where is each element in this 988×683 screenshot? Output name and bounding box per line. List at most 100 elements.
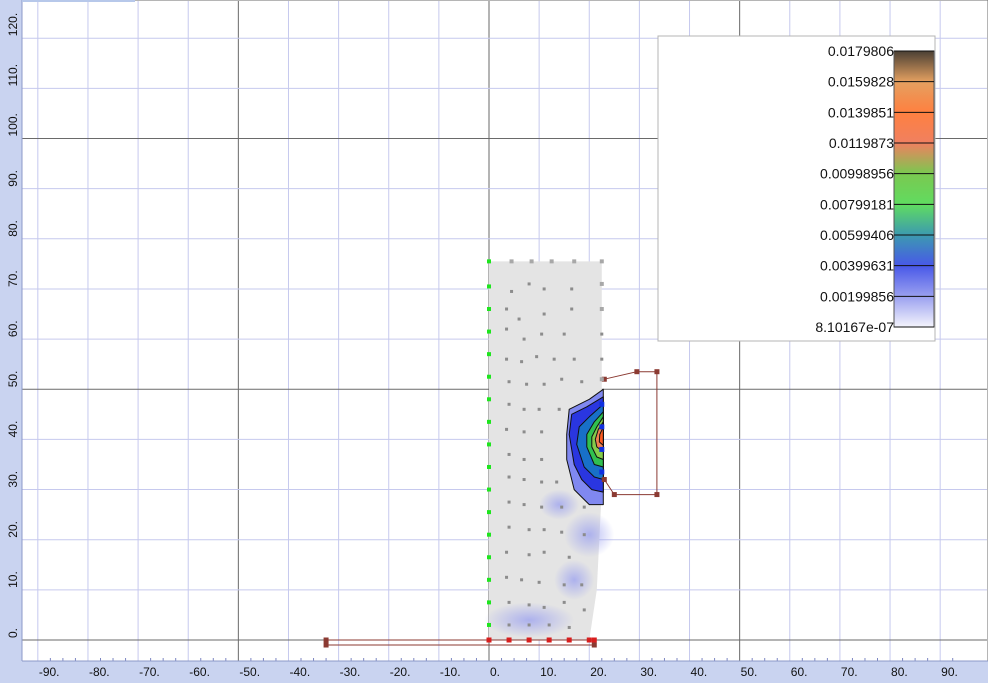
boundary-node [509, 259, 514, 264]
legend-level-label: 0.0119873 [829, 135, 894, 151]
mesh-node [582, 533, 586, 537]
mesh-node [562, 332, 566, 336]
contour-band [598, 426, 604, 446]
x-tick-label: -90. [39, 665, 60, 679]
fixed-boundary-node [487, 352, 491, 357]
mesh-node [562, 600, 566, 604]
mesh-node [505, 327, 509, 331]
electrode [486, 637, 492, 643]
mesh-node [510, 289, 514, 293]
x-tick-label: 30. [640, 665, 657, 679]
source-node [599, 469, 605, 475]
bottom-electrodes [323, 637, 597, 648]
electrode [591, 637, 597, 643]
outline-vertex [634, 369, 640, 375]
mesh-node [522, 337, 526, 341]
y-tick-label: 70. [6, 270, 20, 287]
electrode [586, 637, 592, 643]
electrode [546, 637, 552, 643]
mesh-node [582, 505, 586, 509]
mesh-node [507, 475, 511, 479]
x-tick-label: -30. [340, 665, 361, 679]
contours [566, 388, 604, 506]
mesh-node [542, 605, 546, 609]
mesh-node [522, 430, 526, 434]
legend-box [657, 35, 936, 342]
electrode [526, 637, 532, 643]
faint-region [554, 559, 595, 600]
y-tick-label: 20. [6, 521, 20, 538]
mesh-node [540, 332, 544, 336]
y-tick-label: 90. [6, 170, 20, 187]
mesh-node [540, 480, 544, 484]
fixed-boundary-node [487, 259, 491, 264]
mesh-node [522, 457, 526, 461]
x-tick-label: 80. [891, 665, 908, 679]
y-tick-label: 120. [6, 13, 20, 36]
mesh-node [570, 307, 574, 311]
mesh-node [535, 355, 539, 359]
electrode [506, 637, 512, 643]
y-tick-label: 110. [6, 64, 20, 86]
mesh-node [522, 407, 526, 411]
mesh-node [527, 603, 531, 607]
source-node [599, 424, 605, 430]
fixed-boundary-node [487, 374, 491, 379]
bar-vertex [323, 642, 329, 648]
mesh-node [507, 500, 511, 504]
fixed-boundary-node [487, 464, 491, 469]
legend-level-label: 0.0159828 [828, 74, 894, 90]
mesh-node [542, 382, 546, 386]
mesh-node [527, 528, 531, 532]
mesh-node [557, 407, 561, 411]
mesh-node [570, 287, 574, 291]
boundary-node [599, 259, 604, 264]
mesh-node [537, 407, 541, 411]
x-tick-label: 50. [741, 665, 758, 679]
legend-level-label: 0.00399631 [820, 258, 894, 274]
legend-level-label: 0.00599406 [820, 227, 894, 243]
boundary-node [599, 281, 604, 286]
boundary-node [599, 307, 604, 312]
y-tick-label: 100. [6, 113, 20, 136]
x-tick-label: 20. [590, 665, 607, 679]
mesh-node [600, 332, 604, 336]
outline-vertex [654, 369, 660, 375]
outline-vertex [601, 477, 607, 483]
x-axis-bar [0, 661, 988, 683]
mesh-node [542, 312, 546, 316]
faint-regions [483, 489, 615, 638]
boundary-node [572, 259, 577, 264]
fixed-boundary-node [487, 532, 491, 537]
mesh-node [505, 575, 509, 579]
mesh-node [560, 505, 564, 509]
outline-vertex [654, 492, 660, 498]
y-tick-label: 50. [6, 371, 20, 388]
mesh-node [560, 530, 564, 534]
fixed-boundary-node [487, 419, 491, 424]
mesh-node [540, 430, 544, 434]
mesh-node [507, 623, 511, 627]
fixed-boundary-node [487, 577, 491, 582]
source-node [599, 401, 605, 407]
mesh-node [600, 357, 604, 361]
mesh-node [525, 382, 529, 386]
x-tick-label: -60. [189, 665, 210, 679]
faint-region [539, 489, 580, 520]
x-tick-label: -50. [239, 665, 260, 679]
mesh-node [547, 623, 551, 627]
ticks: -90. -80. -70. -60. -50. -40. -30. -20. -10. 0. 10… [6, 13, 958, 679]
mesh-node [520, 360, 524, 364]
x-tick-label: 0. [490, 665, 500, 679]
mesh-node [567, 555, 571, 559]
mesh-node [505, 427, 509, 431]
faint-region [564, 512, 615, 558]
bar-vertex [591, 642, 597, 648]
x-tick-label: -10. [440, 665, 461, 679]
x-tick-label: -70. [139, 665, 160, 679]
fixed-boundary-node [487, 307, 491, 312]
mesh-node [540, 457, 544, 461]
fixed-boundary-node [487, 600, 491, 605]
x-tick-label: -80. [89, 665, 110, 679]
